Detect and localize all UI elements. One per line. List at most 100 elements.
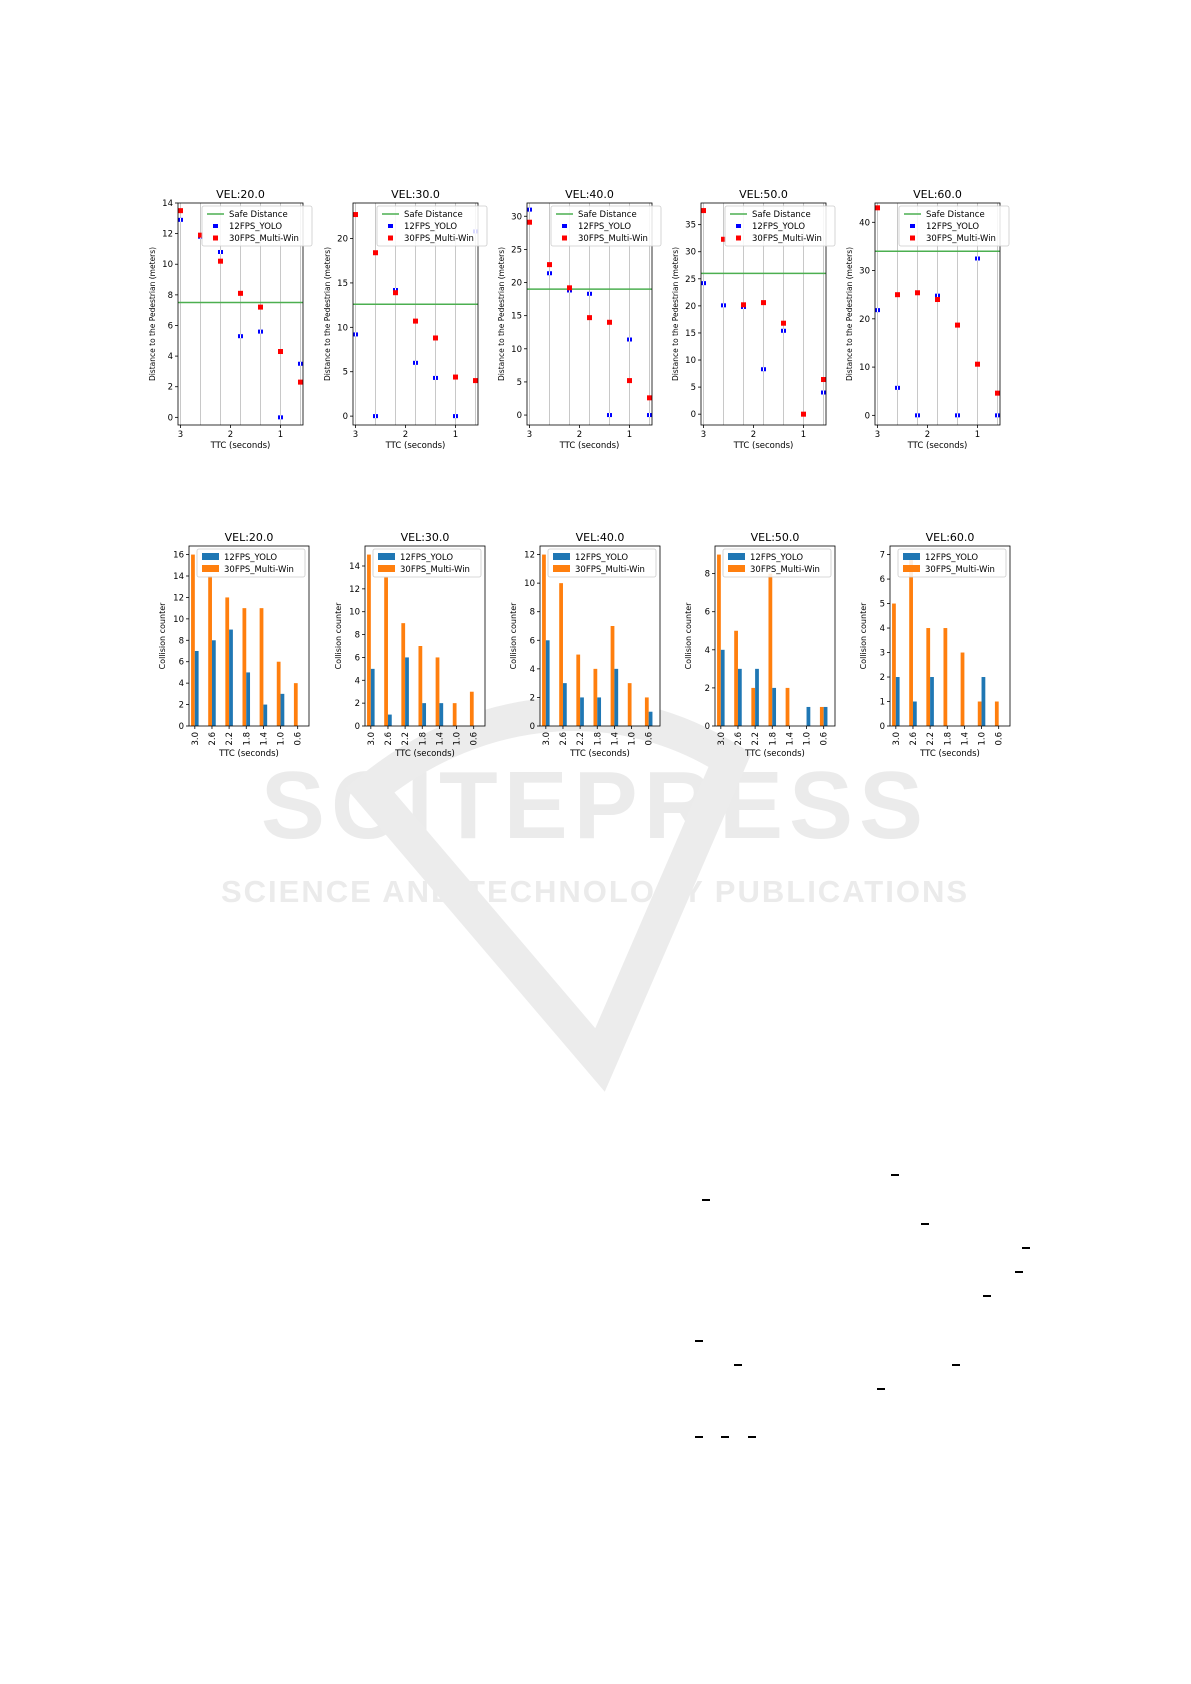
multiwin-bar	[418, 646, 423, 726]
legend-multiwin-swatch	[562, 235, 567, 241]
legend-yolo-swatch	[736, 224, 741, 228]
x-tick-label: 1	[278, 430, 283, 440]
yolo-bar	[912, 701, 917, 726]
legend-label-multiwin: 30FPS_Multi-Win	[229, 234, 299, 244]
y-tick-label: 2	[705, 684, 710, 694]
yolo-bar	[229, 629, 233, 726]
y-tick-label: 15	[685, 329, 696, 339]
y-tick-label: 0	[168, 413, 173, 423]
yolo-bar	[648, 711, 653, 726]
legend-label-yolo: 12FPS_YOLO	[229, 222, 282, 232]
y-tick-label: 0	[517, 411, 522, 421]
x-tick-label: 2.2	[751, 732, 761, 746]
legend-multiwin-swatch	[728, 565, 745, 572]
x-tick-label: 1.0	[803, 732, 813, 746]
x-tick-label: 0.6	[995, 732, 1005, 746]
y-axis-label: Distance to the Pedestrian (meters)	[148, 247, 157, 381]
y-axis-label: Collision counter	[859, 602, 868, 670]
x-tick-label: 1.0	[628, 732, 638, 746]
yolo-bar	[720, 649, 725, 726]
legend-box	[376, 205, 488, 247]
legend-yolo-swatch	[910, 224, 915, 228]
multiwin-point	[955, 322, 960, 328]
yolo-bar	[439, 703, 444, 726]
legend-label-safe: Safe Distance	[229, 210, 288, 220]
plot-frame	[714, 545, 836, 727]
x-tick-label: 3.0	[367, 732, 377, 746]
multiwin-point	[373, 250, 378, 256]
legend-label-safe: Safe Distance	[752, 210, 811, 220]
multiwin-point	[701, 208, 706, 214]
legend-box	[550, 205, 662, 247]
y-tick-label: 0	[355, 722, 360, 732]
x-axis-label: TTC (seconds)	[385, 441, 446, 451]
legend-label-yolo: 12FPS_YOLO	[752, 222, 805, 232]
chart-title: VEL:60.0	[913, 188, 962, 201]
yolo-bar	[263, 704, 268, 726]
x-tick-label: 2.2	[576, 732, 586, 746]
multiwin-point	[278, 349, 283, 355]
dash-mark	[877, 1388, 885, 1390]
multiwin-bar	[191, 554, 195, 726]
multiwin-point	[453, 374, 458, 380]
multiwin-bar	[717, 554, 721, 726]
x-tick-label: 3	[701, 430, 706, 440]
legend-label-multiwin: 30FPS_Multi-Win	[224, 565, 294, 575]
multiwin-bar	[452, 703, 457, 726]
legend-box	[196, 548, 306, 578]
y-tick-label: 0	[865, 411, 870, 421]
multiwin-bar	[469, 691, 474, 726]
multiwin-point	[781, 320, 786, 326]
y-tick-label: 2	[168, 383, 173, 393]
y-tick-label: 14	[349, 562, 360, 572]
y-axis-label: Distance to the Pedestrian (meters)	[845, 247, 854, 381]
legend-box	[547, 548, 657, 578]
multiwin-bar	[242, 608, 247, 726]
legend-multiwin-swatch	[553, 565, 570, 572]
y-tick-label: 10	[349, 608, 360, 618]
bar-panel-2: 3.0 2.6 2.2 1.8 1.4 1.0 0.6 0 2 4 6 8 10 12 14 VEL:30.0…	[334, 531, 486, 759]
multiwin-point	[413, 318, 418, 324]
x-tick-label: 1.0	[978, 732, 988, 746]
y-tick-label: 5	[691, 383, 696, 393]
x-axis-label: TTC (seconds)	[394, 749, 455, 759]
legend-multiwin-swatch	[910, 235, 915, 241]
scatter-panel-3: 0 5 10 15 20 25 30 3 2 1 VEL:40.0 TTC (seconds) Dist…	[497, 188, 662, 451]
y-tick-label: 30	[511, 212, 522, 222]
legend-multiwin-swatch	[202, 565, 219, 572]
multiwin-point	[353, 212, 358, 218]
legend-label-multiwin: 30FPS_Multi-Win	[926, 234, 996, 244]
y-tick-label: 8	[705, 570, 710, 580]
x-tick-label: 1.0	[277, 732, 287, 746]
y-tick-label: 8	[530, 608, 535, 618]
y-tick-label: 14	[173, 572, 184, 582]
scatter-panel-2: 0 5 10 15 20 3 2 1 VEL:30.0 TTC (seconds) Distance…	[323, 188, 488, 451]
multiwin-point	[547, 262, 552, 268]
bar-panel-4: 3.0 2.6 2.2 1.8 1.4 1.0 0.6 0 2 4 6 8 VEL:50.0 TTC (s…	[684, 531, 836, 759]
y-tick-label: 4	[880, 624, 885, 634]
yolo-bar	[806, 706, 811, 726]
y-tick-label: 2	[179, 701, 184, 711]
legend-box	[201, 205, 313, 247]
y-tick-label: 10	[524, 579, 535, 589]
legend-multiwin-swatch	[736, 235, 741, 241]
x-tick-label: 3.0	[892, 732, 902, 746]
scatter-panel-5: 0 10 20 30 40 3 2 1 VEL:60.0 TTC (seconds) Distanc…	[845, 188, 1010, 451]
y-tick-label: 20	[859, 315, 870, 325]
yolo-bar	[370, 668, 375, 726]
legend-multiwin-swatch	[213, 235, 218, 241]
x-tick-label: 3.0	[542, 732, 552, 746]
legend-label-multiwin: 30FPS_Multi-Win	[404, 234, 474, 244]
legend-box	[898, 205, 1010, 247]
chart-title: VEL:50.0	[751, 531, 800, 544]
legend-yolo-swatch	[728, 553, 745, 560]
y-tick-label: 8	[355, 631, 360, 641]
y-tick-label: 0	[705, 722, 710, 732]
multiwin-bar	[293, 683, 298, 726]
y-axis-label: Collision counter	[158, 602, 167, 670]
multiwin-bar	[994, 701, 999, 726]
x-tick-label: 2.6	[734, 732, 744, 746]
y-tick-label: 3	[880, 649, 885, 659]
multiwin-point	[915, 290, 920, 296]
